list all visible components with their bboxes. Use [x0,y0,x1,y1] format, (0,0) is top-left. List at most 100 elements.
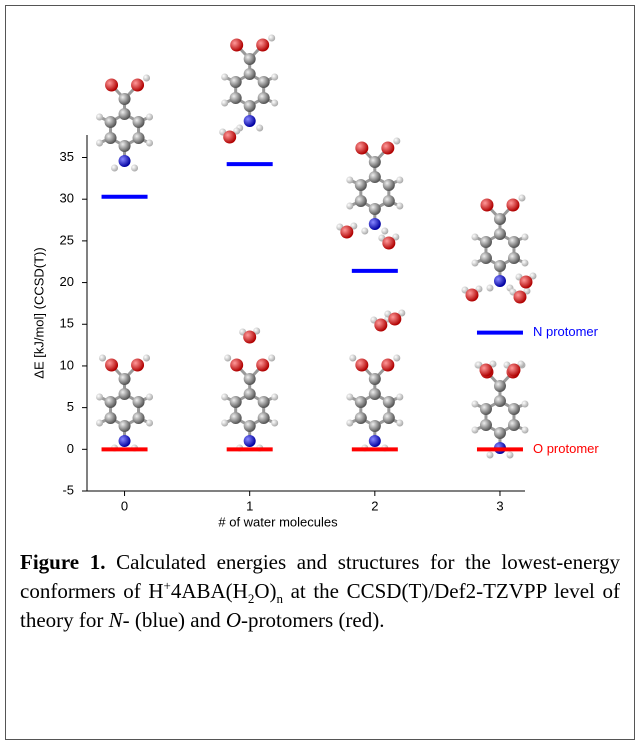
atom [256,358,270,372]
atom [131,78,145,92]
atom [243,115,256,127]
atom [382,179,395,191]
x-tick-label: 2 [371,498,378,513]
atom [489,360,497,368]
atom [493,228,506,240]
atom [382,396,395,408]
atom [346,202,354,210]
atom [396,202,404,210]
atom [96,419,104,427]
atom [132,396,145,408]
caption-text: O [225,608,242,632]
caption-text: n [276,591,284,607]
y-tick-label: 25 [60,232,74,247]
atom [243,373,256,385]
atom [479,252,492,264]
atom [243,68,256,80]
atom [381,358,395,372]
atom [146,139,154,147]
x-tick-label: 3 [496,498,503,513]
atom [132,412,145,424]
atom [229,92,242,104]
series-label: N protomer [533,324,599,339]
atom [271,99,279,107]
atom [243,53,256,65]
frame [5,5,635,740]
atom [349,354,357,362]
atom [471,400,479,408]
atom [104,412,117,424]
atom [104,132,117,144]
atom [518,194,526,202]
atom [368,156,381,168]
atom [368,435,381,447]
atom [507,252,520,264]
caption-text: 4ABA(H [170,579,248,603]
y-axis-label: ΔE [kJ/mol] (CCSD(T)) [31,247,46,378]
atom [143,354,151,362]
atom [350,222,358,230]
atom [486,284,494,292]
atom [146,113,154,121]
atom [465,288,479,302]
molecule-structures [96,34,537,459]
caption-label: Figure 1. [20,550,106,574]
atom [118,420,131,432]
atom [118,373,131,385]
atom [493,395,506,407]
atom [493,260,506,272]
atom [361,227,369,235]
atom [507,419,520,431]
atom [381,141,395,155]
atom [118,435,131,447]
atom [104,396,117,408]
atom [396,419,404,427]
atom [507,403,520,415]
atom [354,195,367,207]
atom [392,233,400,241]
atom [506,451,514,459]
atom [99,354,107,362]
atom [118,93,131,105]
atom [243,420,256,432]
atom [355,358,369,372]
y-tick-label: 35 [60,149,74,164]
atom [253,327,261,335]
atom [243,330,257,344]
atom [118,140,131,152]
atom [396,393,404,401]
atom [486,451,494,459]
atom [221,419,229,427]
atom [146,393,154,401]
atom [471,259,479,267]
caption-text: O) [254,579,277,603]
atom [256,124,264,132]
atom [132,116,145,128]
atom [507,363,521,377]
atom [243,435,256,447]
atom [346,419,354,427]
atom [268,354,276,362]
atom [355,141,369,155]
atom [517,360,525,368]
atom [346,393,354,401]
y-tick-label: 0 [67,441,74,456]
y-tick-label: 5 [67,399,74,414]
atom [257,412,270,424]
atom [519,275,533,289]
atom [96,139,104,147]
y-tick-label: 30 [60,191,74,206]
caption: Figure 1. Calculated energies and struct… [20,548,620,635]
atom [521,400,529,408]
atom [521,259,529,267]
atom [368,203,381,215]
atom [368,171,381,183]
atom [479,403,492,415]
atom [143,74,151,82]
atom [471,233,479,241]
atom [271,73,279,81]
chart: # of water molecules ΔE [kJ/mol] (CCSD(T… [31,34,599,529]
atom [118,155,131,167]
series-label: O protomer [533,441,599,456]
